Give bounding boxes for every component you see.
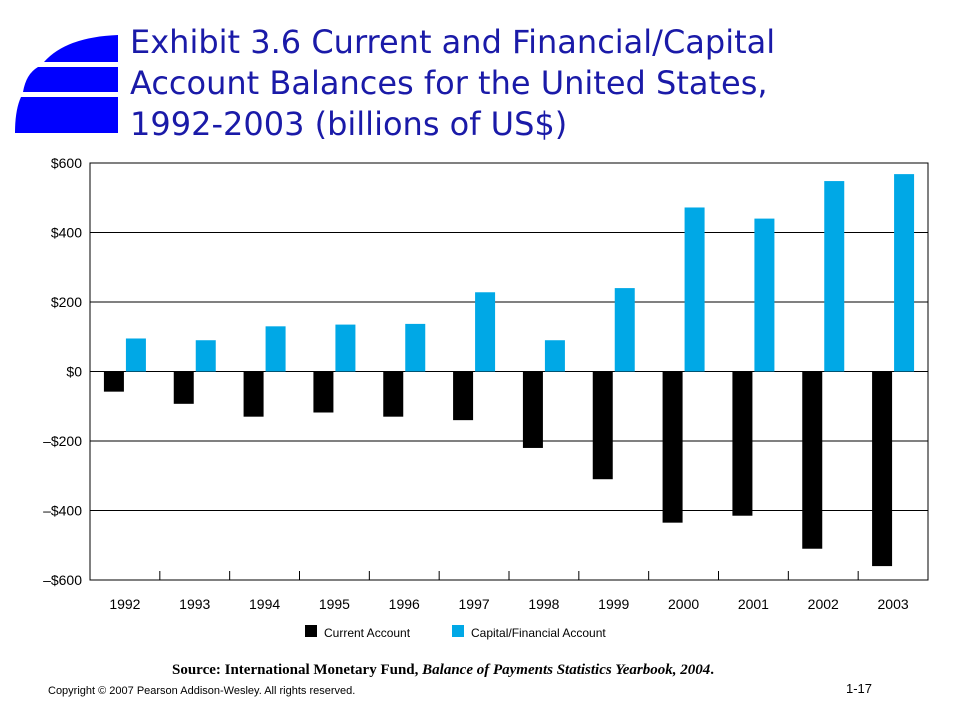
current-account-bar	[103, 371, 124, 392]
publisher-logo	[15, 35, 118, 133]
current-account-bar	[732, 371, 753, 516]
y-tick-label: $400	[51, 225, 82, 241]
source-suffix: .	[710, 662, 714, 678]
current-account-bar	[592, 371, 613, 480]
current-account-bar	[522, 371, 543, 448]
x-tick-label: 1993	[179, 596, 210, 612]
title-line-3: 1992-2003 (billions of US$)	[130, 105, 568, 143]
current-account-bar	[243, 371, 264, 417]
current-account-bar	[173, 371, 194, 404]
slide-number: 1-17	[846, 681, 873, 696]
capital-financial-account-bar	[335, 324, 356, 372]
x-tick-label: 1998	[528, 596, 559, 612]
y-tick-label: $200	[51, 294, 82, 310]
x-tick-label: 2000	[668, 596, 699, 612]
logo-middle-shape	[23, 67, 118, 92]
capital-financial-account-bar	[754, 218, 775, 372]
source-title: Balance of Payments Statistics Yearbook,…	[422, 662, 711, 678]
current-account-bar	[802, 371, 823, 549]
y-tick-label: –$600	[43, 572, 82, 588]
legend-label: Current Account	[324, 626, 411, 640]
legend-swatch-capital-financial-account	[452, 625, 464, 637]
y-tick-label: –$200	[43, 433, 82, 449]
y-tick-label: $0	[66, 364, 82, 380]
capital-financial-account-bar	[824, 181, 845, 372]
capital-financial-account-bar	[405, 323, 426, 372]
x-tick-label: 1992	[109, 596, 140, 612]
x-tick-label: 1995	[319, 596, 350, 612]
current-account-bar	[383, 371, 404, 417]
current-account-bar	[872, 371, 893, 567]
source-note: Source: International Monetary Fund, Bal…	[172, 662, 714, 679]
legend-swatch-current-account	[305, 625, 317, 637]
title-line-2: Account Balances for the United States,	[130, 64, 768, 102]
x-tick-label: 1997	[459, 596, 490, 612]
capital-financial-account-bar	[544, 340, 565, 372]
y-tick-label: –$400	[43, 503, 82, 519]
capital-financial-account-bar	[684, 207, 705, 372]
x-tick-label: 1999	[598, 596, 629, 612]
capital-financial-account-bar	[614, 288, 635, 372]
x-tick-label: 2002	[808, 596, 839, 612]
current-account-bar	[313, 371, 334, 413]
legend: Current Account Capital/Financial Account	[305, 625, 606, 640]
capital-financial-account-bar	[265, 326, 286, 372]
capital-financial-account-bar	[475, 292, 496, 372]
bar-chart: $600 $400 $200 $0 –$200 –$400 –$600 1992 1993 199…	[43, 155, 929, 640]
capital-financial-account-bar	[894, 174, 915, 372]
capital-financial-account-bar	[195, 340, 216, 372]
x-tick-label: 1994	[249, 596, 280, 612]
title-line-1: Exhibit 3.6 Current and Financial/Capita…	[130, 23, 776, 61]
copyright-text: Copyright © 2007 Pearson Addison-Wesley.…	[48, 685, 356, 697]
x-tick-label: 1996	[389, 596, 420, 612]
source-prefix: Source: International Monetary Fund,	[172, 662, 423, 678]
current-account-bar	[662, 371, 683, 523]
capital-financial-account-bar	[125, 338, 146, 372]
legend-label: Capital/Financial Account	[471, 626, 606, 640]
logo-top-shape	[44, 35, 118, 62]
current-account-bar	[453, 371, 474, 421]
slide-title: Exhibit 3.6 Current and Financial/Capita…	[130, 22, 930, 145]
y-tick-label: $600	[51, 155, 82, 171]
x-tick-label: 2001	[738, 596, 769, 612]
x-tick-label: 2003	[878, 596, 909, 612]
logo-bottom-shape	[15, 97, 118, 133]
